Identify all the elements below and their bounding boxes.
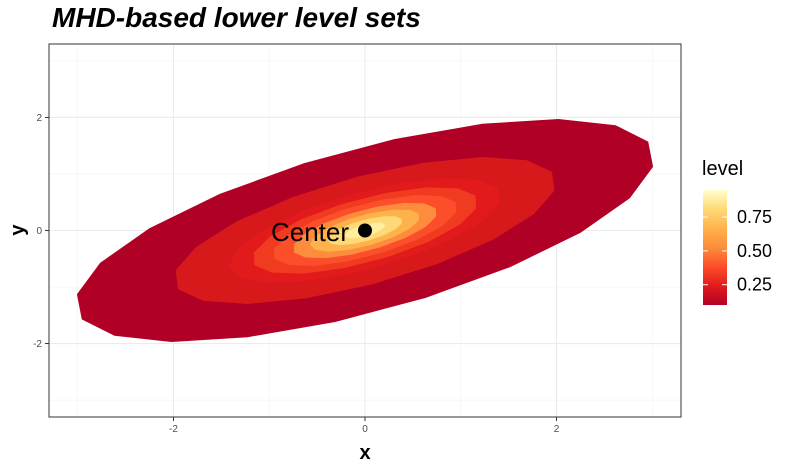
axis-ticks: -2 0 2 -2 0 2 <box>33 113 560 435</box>
center-marker-layer: Center <box>271 217 372 247</box>
y-tick-label: -2 <box>33 339 42 350</box>
x-axis-title: x <box>359 442 370 464</box>
legend-title: level <box>702 158 743 180</box>
y-axis-title: y <box>7 224 29 236</box>
legend-tick-label: 0.75 <box>737 207 772 227</box>
chart-title: MHD-based lower level sets <box>52 2 421 33</box>
x-tick-label: -2 <box>169 424 178 435</box>
y-tick-label: 2 <box>36 113 42 124</box>
legend-tick-label: 0.25 <box>737 275 772 295</box>
legend-tick-label: 0.50 <box>737 241 772 261</box>
center-point <box>358 223 372 238</box>
x-tick-label: 0 <box>362 424 368 435</box>
x-tick-label: 2 <box>554 424 560 435</box>
center-label: Center <box>271 217 349 247</box>
legend-colorbar: 0.25 0.50 0.75 <box>703 190 772 305</box>
y-tick-label: 0 <box>36 226 42 237</box>
legend-gradient-bar <box>703 190 727 305</box>
